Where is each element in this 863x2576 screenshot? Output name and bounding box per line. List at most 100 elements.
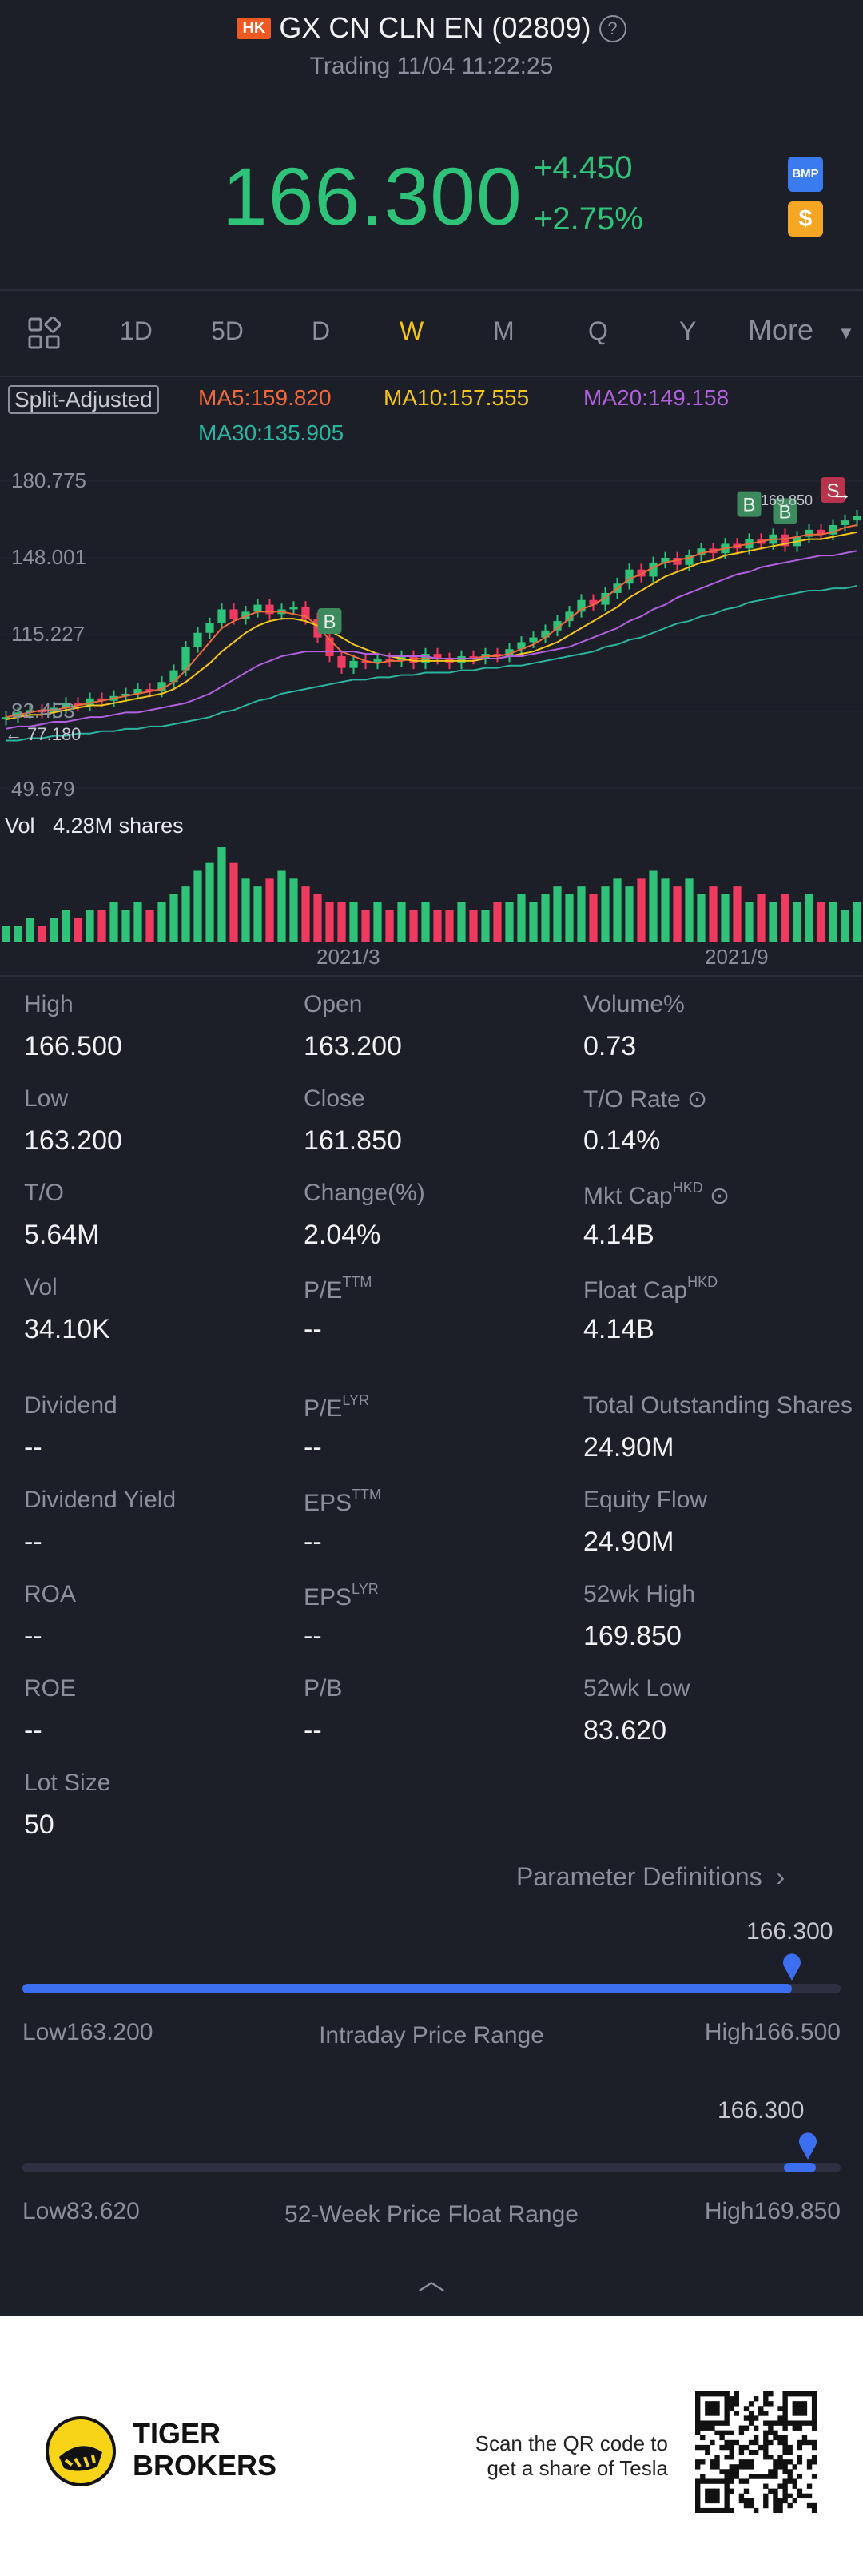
qr-module xyxy=(714,2498,720,2504)
marker-text: B xyxy=(323,611,336,633)
y-tick: 82.453 xyxy=(11,699,75,723)
stat-value: 0.73 xyxy=(583,1031,637,1061)
divider xyxy=(0,289,863,291)
volume-bar xyxy=(469,910,478,942)
candle xyxy=(62,703,70,708)
stat-value: -- xyxy=(304,1621,322,1651)
qr-module xyxy=(782,2464,788,2470)
volume-bar xyxy=(829,902,837,942)
volume-bar xyxy=(2,926,10,942)
volume-value: 4.28M shares xyxy=(53,814,184,838)
qr-module xyxy=(792,2478,797,2484)
dollar-badge[interactable]: $ xyxy=(788,201,823,237)
qr-module xyxy=(695,2425,701,2431)
last-price: 166.300 xyxy=(222,151,523,242)
qr-module xyxy=(792,2464,797,2470)
stat-value: 166.500 xyxy=(24,1031,122,1061)
qr-module xyxy=(787,2459,793,2465)
volume-bar xyxy=(121,910,130,942)
stat-label-text: P/E xyxy=(304,1277,343,1304)
qr-module xyxy=(710,2493,715,2499)
stat-label: P/B xyxy=(304,1675,342,1702)
qr-module xyxy=(724,2474,730,2479)
qr-module xyxy=(753,2415,759,2421)
qr-module xyxy=(710,2401,715,2407)
volume-bar xyxy=(637,878,646,942)
ma5-label: MA5:159.820 xyxy=(198,385,332,410)
qr-module xyxy=(729,2488,734,2494)
qr-module xyxy=(695,2459,701,2465)
parameter-definitions-link[interactable]: Parameter Definitions › xyxy=(516,1862,785,1892)
volume-bar xyxy=(217,847,226,942)
question-icon[interactable]: ? xyxy=(599,15,626,42)
chevron-down-icon[interactable]: ▼ xyxy=(837,323,855,343)
qr-module xyxy=(763,2396,769,2402)
candlestick-chart[interactable]: B B B S xyxy=(0,456,863,807)
qr-module xyxy=(753,2474,759,2479)
qr-module xyxy=(724,2493,730,2499)
qr-code[interactable] xyxy=(695,2391,817,2513)
volume-chart[interactable] xyxy=(0,839,863,943)
volume-bar xyxy=(745,902,754,942)
qr-module xyxy=(710,2459,715,2465)
qr-module xyxy=(724,2488,730,2494)
marker-text: S xyxy=(826,480,839,502)
qr-module xyxy=(753,2449,759,2455)
volume-bar xyxy=(241,878,250,942)
tab-d[interactable]: D xyxy=(312,317,331,345)
stat-label-sup: HKD xyxy=(672,1180,703,1196)
week52-range-label: 52-Week Price Float Range xyxy=(284,2201,579,2228)
stat-label-sup: TTM xyxy=(342,1274,372,1290)
qr-module xyxy=(710,2507,715,2513)
qr-module xyxy=(734,2391,740,2397)
candle xyxy=(169,670,178,683)
tab-more[interactable]: More xyxy=(748,313,814,346)
qr-module xyxy=(724,2502,730,2509)
qr-module xyxy=(724,2455,730,2460)
qr-module xyxy=(695,2488,701,2494)
candle xyxy=(265,604,274,615)
qr-module xyxy=(710,2464,715,2470)
stat-label: High xyxy=(24,991,74,1018)
qr-module xyxy=(811,2406,817,2411)
qr-module xyxy=(753,2507,759,2513)
qr-module xyxy=(710,2420,715,2426)
qr-module xyxy=(705,2498,710,2504)
marker-box xyxy=(773,498,797,524)
qr-module xyxy=(700,2425,706,2431)
tab-y[interactable]: Y xyxy=(679,317,697,345)
qr-module xyxy=(782,2439,788,2446)
tiger-logo xyxy=(45,2415,117,2487)
more-info-icon[interactable]: ⊙ xyxy=(702,1183,730,1209)
stat-label-sup: LYR xyxy=(342,1392,370,1408)
qr-module xyxy=(777,2464,783,2470)
qr-module xyxy=(797,2391,803,2397)
tab-1d[interactable]: 1D xyxy=(120,317,153,345)
qr-module xyxy=(787,2449,793,2455)
qr-module xyxy=(714,2411,720,2416)
brand-line-2: BROKERS xyxy=(133,2449,277,2482)
more-info-icon[interactable]: ⊙ xyxy=(680,1086,708,1113)
tab-q[interactable]: Q xyxy=(588,317,608,345)
qr-module xyxy=(811,2502,817,2509)
volume-bar xyxy=(109,902,118,942)
tab-m[interactable]: M xyxy=(493,317,515,345)
bmp-badge[interactable]: BMP xyxy=(788,157,823,192)
qr-module xyxy=(801,2411,808,2416)
volume-bar xyxy=(757,894,766,942)
chevron-up-icon[interactable]: ︿ xyxy=(418,2266,445,2296)
qr-module xyxy=(734,2411,740,2416)
volume-bar xyxy=(145,910,154,942)
tab-w[interactable]: W xyxy=(400,317,424,345)
volume-bar xyxy=(841,910,849,942)
candle xyxy=(781,534,789,547)
volume-bar xyxy=(349,902,358,942)
stat-label: Close xyxy=(304,1085,365,1113)
qr-module xyxy=(811,2459,817,2465)
market-badge: HK xyxy=(237,18,272,39)
tab-5d[interactable]: 5D xyxy=(211,317,244,345)
split-adjusted-toggle[interactable]: Split-Adjusted xyxy=(8,385,159,414)
qr-module xyxy=(801,2439,808,2446)
param-link-text[interactable]: Parameter Definitions xyxy=(516,1862,762,1891)
grid-icon[interactable] xyxy=(27,316,62,350)
